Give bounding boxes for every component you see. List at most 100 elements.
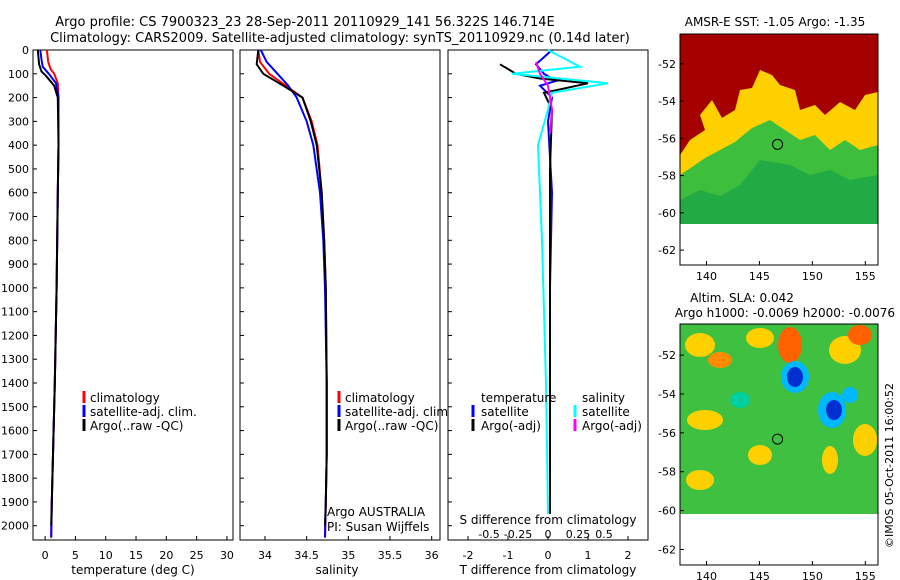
depth-tick-label: 100 xyxy=(8,68,29,81)
lat-tick-label: -56 xyxy=(658,132,676,145)
sst-map-tick-labels: 140 145 150 155 -52 -54 -56 -58 -60 -62 xyxy=(658,58,876,283)
depth-tick-label: 1500 xyxy=(1,401,29,414)
series-line xyxy=(255,49,328,526)
lat-tick-label: -54 xyxy=(658,95,676,108)
depth-tick-label: 1400 xyxy=(1,377,29,390)
lat-tick-label: -54 xyxy=(658,388,676,401)
top-x-tick-label: 0.25 xyxy=(566,528,591,541)
lon-tick-label: 150 xyxy=(802,270,823,283)
lat-tick-label: -62 xyxy=(658,543,676,556)
series-line xyxy=(535,61,554,134)
x-tick-label: 35.5 xyxy=(378,549,403,562)
salinity-tick-labels: 34 34.5 35 35.5 36 xyxy=(258,536,439,562)
header-line1: Argo profile: CS 7900323_23 28-Sep-2011 … xyxy=(55,15,555,30)
x-tick-label: 15 xyxy=(129,549,143,562)
lat-tick-label: -60 xyxy=(658,207,676,220)
difference-tick-labels: -2 -1 0 1 2 -0.5 -0.25 0 0.25 0.5 xyxy=(463,528,632,562)
depth-tick-label: 300 xyxy=(8,115,29,128)
sla-positive-anomaly xyxy=(822,446,838,474)
lon-tick-label: 140 xyxy=(696,570,717,580)
temperature-legend: climatology satellite-adj. clim. Argo(..… xyxy=(82,391,197,433)
temperature-xlabel: temperature (deg C) xyxy=(71,563,194,577)
temperature-axes xyxy=(32,49,234,541)
sla-negative-anomaly xyxy=(730,392,750,408)
depth-tick-label: 2000 xyxy=(1,520,29,533)
sla-positive-anomaly xyxy=(848,325,872,345)
lat-tick-label: -52 xyxy=(658,58,676,71)
header-line2: Climatology: CARS2009. Satellite-adjuste… xyxy=(50,31,630,46)
legend-salinity-heading: salinity xyxy=(582,391,625,405)
legend-satellite: satellite-adj. clim. xyxy=(90,405,197,419)
legend-s-satellite: satellite xyxy=(582,405,630,419)
sla-missing-region xyxy=(680,514,878,565)
depth-tick-label: 500 xyxy=(8,163,29,176)
sla-positive-anomaly xyxy=(685,333,715,357)
lon-tick-label: 155 xyxy=(855,270,876,283)
depth-tick-label: 600 xyxy=(8,187,29,200)
depth-tick-label: 1300 xyxy=(1,353,29,366)
x-tick-label: 30 xyxy=(220,549,234,562)
depth-tick-label: 1800 xyxy=(1,472,29,485)
depth-tick-label: 1900 xyxy=(1,496,29,509)
lat-tick-label: -56 xyxy=(658,427,676,440)
sla-map-tick-labels: 140 145 150 155 -52 -54 -56 -58 -60 -62 xyxy=(658,349,876,580)
depth-tick-label: 400 xyxy=(8,139,29,152)
difference-top-xlabel: S difference from climatology xyxy=(460,513,637,527)
legend-climatology: climatology xyxy=(90,391,160,405)
x-tick-label: 2 xyxy=(625,549,632,562)
x-tick-label: 1 xyxy=(585,549,592,562)
depth-tick-label: 1600 xyxy=(1,425,29,438)
legend-argo: Argo(..raw -QC) xyxy=(345,419,438,433)
sst-map-panel: AMSR-E SST: -1.05 Argo: -1.35 140 145 150 1… xyxy=(658,15,879,283)
salinity-series xyxy=(240,49,328,538)
top-x-tick-label: -0.5 xyxy=(478,528,499,541)
sla-argo-location-marker xyxy=(772,433,784,445)
lon-tick-label: 150 xyxy=(802,570,823,580)
difference-legend: temperature satellite Argo(-adj) salinit… xyxy=(471,391,642,433)
sla-map-frame xyxy=(679,323,879,566)
x-tick-label: -2 xyxy=(463,549,474,562)
sla-positive-anomaly xyxy=(853,424,877,456)
x-tick-label: 0 xyxy=(545,549,552,562)
legend-temperature-heading: temperature xyxy=(481,391,556,405)
x-tick-label: 25 xyxy=(190,549,204,562)
difference-panel: -2 -1 0 1 2 -0.5 -0.25 0 0.25 0.5 S difference fr… xyxy=(447,49,649,577)
salinity-panel: 34 34.5 35 35.5 36 salinity climatology sate… xyxy=(239,49,452,577)
depth-tick-label: 200 xyxy=(8,92,29,105)
top-x-tick-label: 0 xyxy=(545,528,552,541)
sla-positive-anomaly xyxy=(748,445,772,465)
x-tick-label: 35 xyxy=(341,549,355,562)
lat-tick-label: -62 xyxy=(658,244,676,257)
depth-tick-label: 1100 xyxy=(1,306,29,319)
lon-tick-label: 145 xyxy=(749,270,770,283)
depth-tick-label: 0 xyxy=(22,44,29,57)
difference-series xyxy=(448,49,609,527)
x-tick-label: 5 xyxy=(72,549,79,562)
depth-tick-label: 700 xyxy=(8,211,29,224)
legend-t-argo: Argo(-adj) xyxy=(481,419,541,433)
sla-positive-anomaly xyxy=(686,470,714,490)
x-tick-label: 20 xyxy=(159,549,173,562)
sla-positive-anomaly xyxy=(746,328,774,348)
depth-tick-labels: 0 100 200 300 400 500 600 700 800 900 1000 1100 1200… xyxy=(1,44,37,533)
sla-positive-anomaly xyxy=(708,352,732,368)
lat-tick-label: -52 xyxy=(658,349,676,362)
annotation-argo: Argo AUSTRALIA xyxy=(327,505,426,519)
lon-tick-label: 140 xyxy=(696,270,717,283)
sla-negative-anomaly xyxy=(842,387,858,403)
sst-argo-location-marker xyxy=(772,138,784,150)
lat-tick-label: -58 xyxy=(658,466,676,479)
lon-tick-label: 145 xyxy=(749,570,770,580)
temperature-series xyxy=(36,49,60,538)
lon-tick-label: 155 xyxy=(855,570,876,580)
salinity-axes xyxy=(239,49,441,541)
x-tick-label: 36 xyxy=(425,549,439,562)
salinity-legend: climatology satellite-adj. clim. Argo(..… xyxy=(337,391,452,433)
depth-tick-label: 800 xyxy=(8,234,29,247)
top-x-tick-label: 0.5 xyxy=(595,528,613,541)
x-tick-label: 10 xyxy=(99,549,113,562)
temperature-panel: 0100200300400500600700800900100011001200… xyxy=(1,44,234,577)
sla-map-panel: Altim. SLA: 0.042 Argo h1000: -0.0069 h2… xyxy=(658,291,895,580)
sla-negative-anomaly xyxy=(787,367,803,387)
legend-t-satellite: satellite xyxy=(481,405,529,419)
